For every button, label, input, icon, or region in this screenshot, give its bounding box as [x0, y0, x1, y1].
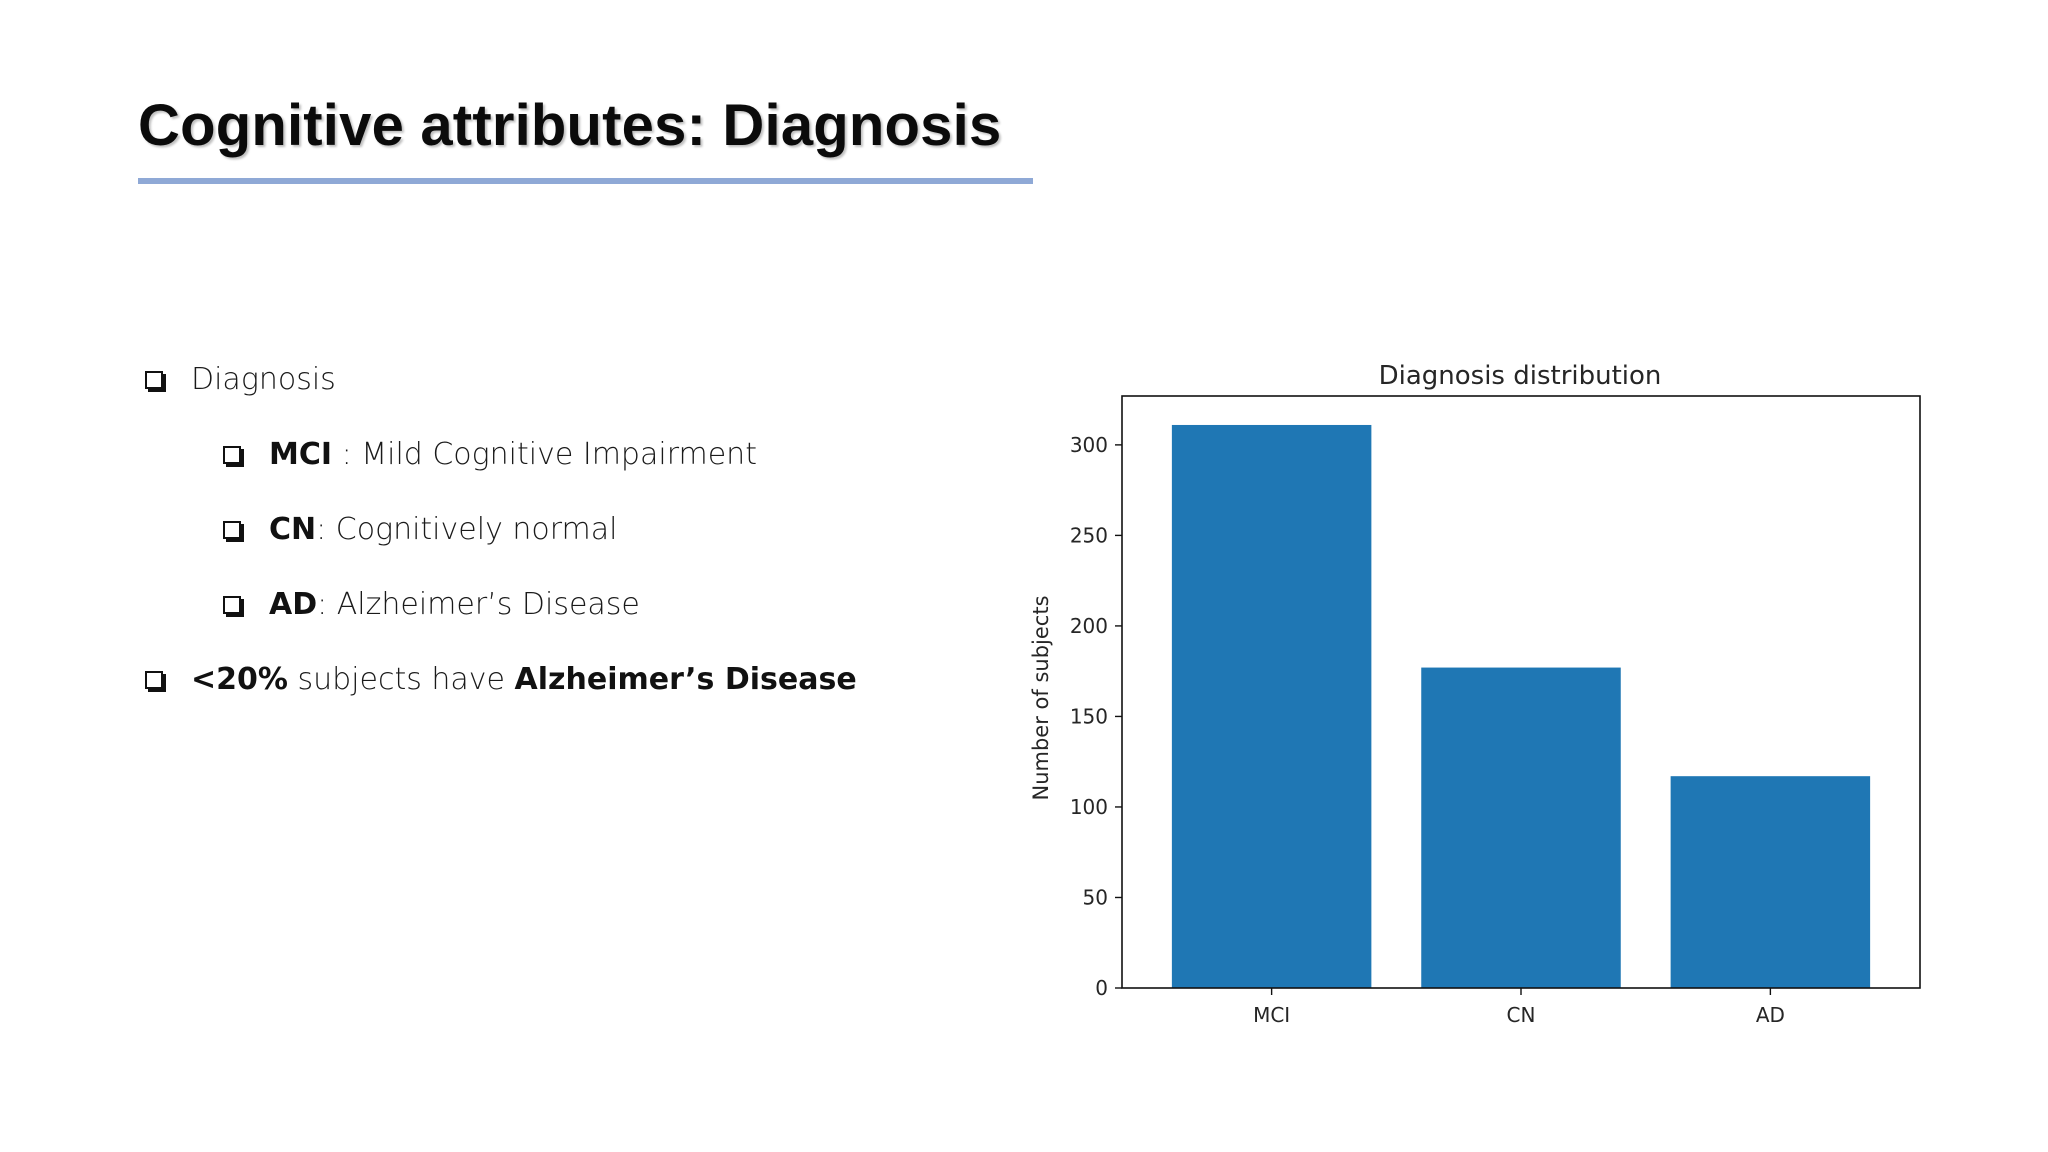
bullet-term: MCI	[269, 437, 333, 472]
y-tick-label: 0	[1095, 976, 1108, 1000]
bullet-highlight: Alzheimer’s Disease	[514, 662, 857, 697]
bullet-item: MCI : Mild Cognitive Impairment	[223, 437, 757, 472]
checkbox-bullet-icon	[145, 370, 163, 389]
bullet-item: AD: Alzheimer’s Disease	[223, 587, 640, 622]
bullet-term: CN	[269, 512, 317, 547]
bullet-text: : Mild Cognitive Impairment	[332, 437, 757, 472]
plot-frame	[1121, 395, 1921, 989]
checkbox-bullet-icon	[145, 670, 163, 689]
bullet-highlight: <20%	[191, 662, 288, 697]
x-tick-label: MCI	[1253, 1003, 1290, 1027]
bar-chart: Diagnosis distribution Number of subject…	[1029, 361, 1921, 1027]
bar-cn	[1421, 667, 1621, 988]
x-tick-label: CN	[1507, 1003, 1536, 1027]
chart-title: Diagnosis distribution	[1379, 361, 1662, 391]
bullet-text: subjects have	[287, 662, 515, 697]
y-tick-label: 50	[1083, 885, 1108, 909]
y-axis-ticks: 0 50 100 150 200 250 300	[1070, 433, 1122, 1000]
bar-mci	[1171, 424, 1372, 988]
bullet-item: <20% subjects have Alzheimer’s Disease	[145, 662, 857, 697]
y-axis-label: Number of subjects	[1029, 595, 1053, 800]
bars-group	[1171, 424, 1871, 988]
bar-ad	[1670, 776, 1871, 988]
y-tick-label: 200	[1070, 614, 1108, 638]
checkbox-bullet-icon	[223, 595, 241, 614]
bullet-text: : Cognitively normal	[316, 512, 618, 547]
checkbox-bullet-icon	[223, 445, 241, 464]
title-underline	[138, 178, 1033, 184]
checkbox-bullet-icon	[223, 520, 241, 539]
y-tick-label: 150	[1070, 704, 1108, 728]
page-title: Cognitive attributes: Diagnosis	[138, 93, 1002, 158]
bullet-item: Diagnosis	[145, 362, 336, 397]
bullet-item: CN: Cognitively normal	[223, 512, 617, 547]
y-tick-label: 250	[1070, 523, 1108, 547]
bullet-term: AD	[269, 587, 318, 622]
x-tick-label: AD	[1756, 1003, 1785, 1027]
y-tick-label: 100	[1070, 795, 1108, 819]
bullet-text: : Alzheimer’s Disease	[317, 587, 640, 622]
y-tick-label: 300	[1070, 433, 1108, 457]
x-axis-ticks: MCI CN AD	[1253, 988, 1785, 1027]
bullet-text: Diagnosis	[191, 362, 336, 397]
